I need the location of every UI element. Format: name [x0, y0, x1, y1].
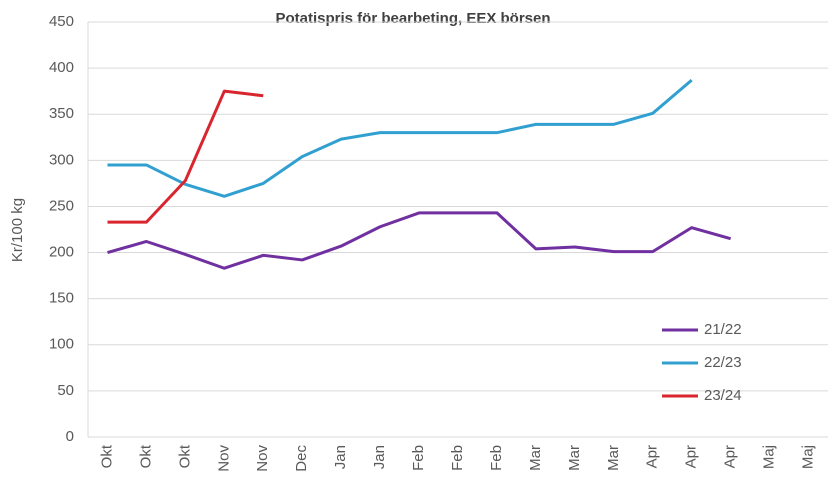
y-tick-label: 100	[49, 336, 74, 353]
x-tick-label: Maj	[761, 445, 778, 469]
x-tick-label: Mar	[605, 445, 622, 471]
x-tick-label: Feb	[449, 445, 466, 471]
series-line	[107, 78, 693, 198]
x-tick-label: Feb	[488, 445, 505, 471]
x-tick-label: Apr	[683, 445, 700, 468]
y-tick-label: 300	[49, 151, 74, 168]
x-tick-label: Okt	[137, 444, 154, 468]
x-tick-label: Okt	[98, 444, 115, 468]
x-tick-label: Jan	[371, 445, 388, 469]
legend-label: 23/24	[704, 387, 742, 404]
x-tick-label: Jan	[332, 445, 349, 469]
y-axis-label: Kr/100 kg	[9, 198, 26, 262]
legend-label: 21/22	[704, 321, 742, 338]
y-tick-label: 200	[49, 244, 74, 261]
chart-title: Potatispris för bearbeting, EEX börsen	[275, 10, 550, 27]
y-tick-label: 450	[49, 13, 74, 30]
x-tick-label: Nov	[215, 445, 232, 472]
y-tick-label: 150	[49, 290, 74, 307]
x-tick-label: Dec	[293, 445, 310, 472]
y-tick-label: 50	[57, 382, 74, 399]
x-tick-label: Feb	[410, 445, 427, 471]
y-tick-label: 250	[49, 197, 74, 214]
x-tick-label: Apr	[644, 445, 661, 468]
y-tick-label: 350	[49, 105, 74, 122]
series-line	[107, 89, 264, 224]
y-tick-label: 0	[66, 428, 74, 445]
x-tick-label: Mar	[566, 445, 583, 471]
x-tick-label: Apr	[722, 445, 739, 468]
x-tick-label: Nov	[254, 445, 271, 472]
x-tick-label: Mar	[527, 445, 544, 471]
x-tick-label: Okt	[176, 444, 193, 468]
series-line	[107, 211, 732, 270]
y-tick-label: 400	[49, 59, 74, 76]
x-tick-label: Maj	[799, 445, 816, 469]
legend-label: 22/23	[704, 354, 742, 371]
